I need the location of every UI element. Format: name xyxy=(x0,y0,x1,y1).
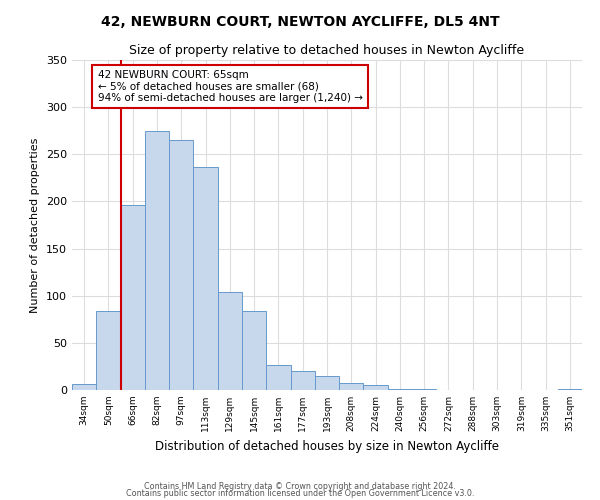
Bar xyxy=(558,389,582,390)
Bar xyxy=(145,130,169,390)
Y-axis label: Number of detached properties: Number of detached properties xyxy=(31,138,40,312)
Text: 42, NEWBURN COURT, NEWTON AYCLIFFE, DL5 4NT: 42, NEWBURN COURT, NEWTON AYCLIFFE, DL5 … xyxy=(101,15,499,29)
Bar xyxy=(218,292,242,390)
Bar xyxy=(315,376,339,390)
Bar xyxy=(388,389,412,390)
Bar xyxy=(121,205,145,390)
Title: Size of property relative to detached houses in Newton Aycliffe: Size of property relative to detached ho… xyxy=(130,44,524,58)
Bar xyxy=(364,386,388,390)
Bar xyxy=(96,311,121,390)
Bar xyxy=(169,140,193,390)
Bar xyxy=(412,389,436,390)
Text: 42 NEWBURN COURT: 65sqm
← 5% of detached houses are smaller (68)
94% of semi-det: 42 NEWBURN COURT: 65sqm ← 5% of detached… xyxy=(97,70,362,103)
Bar xyxy=(72,384,96,390)
Bar xyxy=(290,371,315,390)
Bar xyxy=(339,384,364,390)
Bar xyxy=(193,168,218,390)
X-axis label: Distribution of detached houses by size in Newton Aycliffe: Distribution of detached houses by size … xyxy=(155,440,499,452)
Text: Contains public sector information licensed under the Open Government Licence v3: Contains public sector information licen… xyxy=(126,489,474,498)
Text: Contains HM Land Registry data © Crown copyright and database right 2024.: Contains HM Land Registry data © Crown c… xyxy=(144,482,456,491)
Bar xyxy=(242,311,266,390)
Bar xyxy=(266,364,290,390)
